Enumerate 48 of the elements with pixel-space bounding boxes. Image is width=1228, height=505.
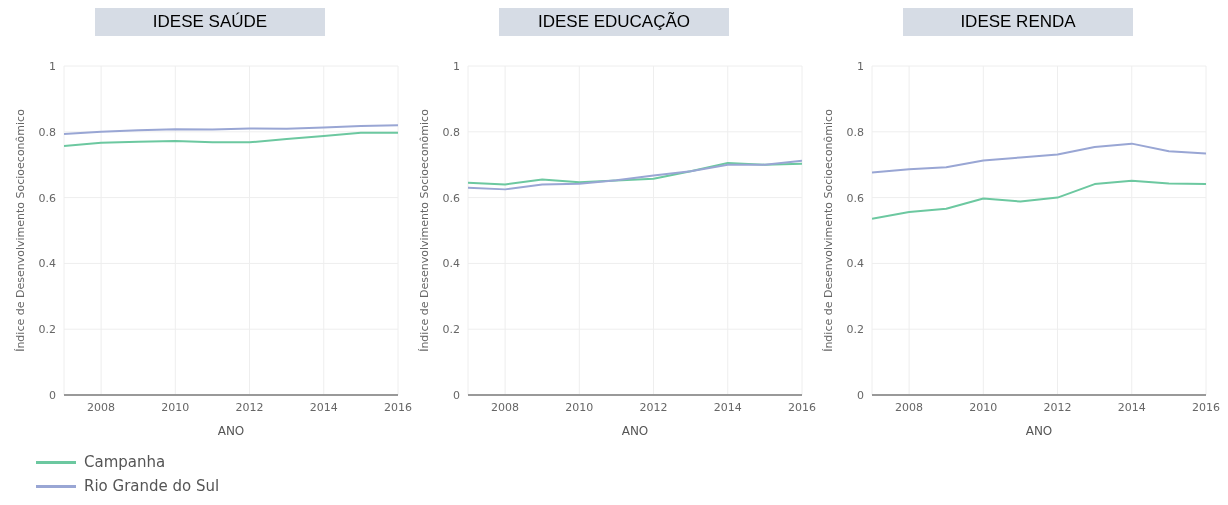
y-axis-title: Índice de Desenvolvimento Socioeconômico [821, 108, 835, 352]
y-tick-label: 1 [857, 59, 864, 73]
legend-label: Rio Grande do Sul [84, 477, 220, 495]
x-tick-label: 2008 [491, 400, 520, 414]
y-tick-label: 0.6 [38, 191, 56, 205]
y-tick-label: 1 [49, 59, 56, 73]
y-tick-label: 0 [857, 388, 864, 402]
x-tick-label: 2008 [895, 400, 924, 414]
x-axis-title: ANO [621, 424, 649, 438]
legend-label: Campanha [84, 453, 166, 471]
x-axis-title: ANO [217, 424, 245, 438]
x-tick-label: 2010 [565, 400, 594, 414]
line-series [64, 131, 398, 147]
y-tick-label: 0 [49, 388, 56, 402]
x-tick-label: 2016 [384, 400, 412, 414]
x-tick-label: 2014 [1117, 400, 1146, 414]
x-tick-label: 2016 [788, 400, 816, 414]
line-series [872, 142, 1206, 174]
y-tick-label: 0.8 [38, 125, 56, 139]
chart-title: IDESE EDUCAÇÃO [499, 8, 729, 36]
x-tick-label: 2014 [309, 400, 338, 414]
y-tick-label: 0 [453, 388, 460, 402]
y-tick-label: 0.2 [38, 323, 56, 337]
x-tick-label: 2012 [639, 400, 668, 414]
x-tick-label: 2016 [1192, 400, 1220, 414]
x-tick-label: 2012 [1043, 400, 1072, 414]
y-tick-label: 0.8 [442, 125, 460, 139]
chart-title: IDESE SAÚDE [95, 8, 325, 36]
x-tick-label: 2010 [969, 400, 998, 414]
x-tick-label: 2014 [713, 400, 742, 414]
y-axis-title: Índice de Desenvolvimento Socioeconômico [13, 108, 27, 352]
line-series [64, 124, 398, 136]
y-tick-label: 0.4 [38, 257, 56, 271]
x-axis-title: ANO [1025, 424, 1053, 438]
y-tick-label: 1 [453, 59, 460, 73]
x-tick-label: 2012 [235, 400, 264, 414]
y-tick-label: 0.2 [442, 323, 460, 337]
y-tick-label: 0.6 [846, 191, 864, 205]
x-tick-label: 2008 [87, 400, 116, 414]
y-axis-title: Índice de Desenvolvimento Socioeconômico [417, 108, 431, 352]
y-tick-label: 0.4 [846, 257, 864, 271]
y-tick-label: 0.6 [442, 191, 460, 205]
x-tick-label: 2010 [161, 400, 190, 414]
y-tick-label: 0.4 [442, 257, 460, 271]
y-tick-label: 0.8 [846, 125, 864, 139]
y-tick-label: 0.2 [846, 323, 864, 337]
line-series [872, 179, 1206, 220]
chart-title: IDESE RENDA [903, 8, 1133, 36]
